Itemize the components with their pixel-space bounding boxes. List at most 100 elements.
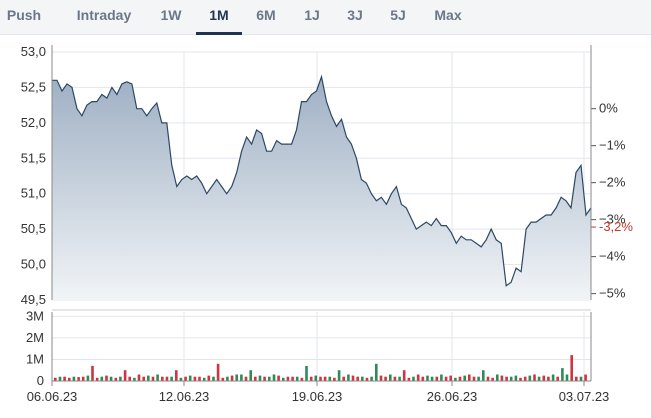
- current-change-label: -3,2%: [599, 219, 633, 234]
- tab-6m[interactable]: 6M: [256, 7, 276, 23]
- volume-bar: [68, 377, 71, 381]
- volume-bar: [561, 368, 564, 381]
- volume-bar: [356, 376, 359, 381]
- volume-bar: [277, 375, 280, 381]
- volume-bar: [547, 376, 550, 381]
- volume-bar: [463, 375, 466, 381]
- volume-bar: [72, 376, 76, 381]
- volume-bar: [226, 376, 229, 381]
- volume-bar: [175, 370, 178, 381]
- volume-bar: [519, 377, 522, 381]
- volume-bar: [440, 374, 443, 381]
- volume-bar: [398, 376, 401, 381]
- volume-bar: [137, 374, 141, 381]
- volume-bar: [272, 374, 276, 381]
- volume-bar: [221, 377, 225, 381]
- volume-bar: [156, 374, 159, 381]
- volume-bar: [458, 376, 462, 381]
- y-tick-label: 52,0: [21, 115, 46, 130]
- volume-bar: [133, 377, 136, 381]
- volume-bar: [351, 375, 355, 381]
- volume-bar: [77, 377, 80, 381]
- volume-bar: [477, 376, 480, 381]
- volume-bar: [389, 374, 392, 381]
- volume-bar: [584, 374, 587, 381]
- x-tick-label: 12.06.23: [159, 389, 210, 404]
- volume-bar: [109, 376, 113, 381]
- y-tick-label: 50,5: [21, 221, 46, 236]
- volume-bar: [235, 374, 238, 381]
- tab-3j[interactable]: 3J: [347, 7, 363, 23]
- volume-bar: [375, 363, 378, 382]
- volume-bar: [454, 377, 457, 381]
- volume-bar: [393, 376, 397, 381]
- pct-tick-label: −4%: [599, 249, 626, 264]
- price-line: [52, 74, 592, 287]
- volume-bar: [509, 376, 513, 381]
- volume-bar: [212, 376, 215, 381]
- x-tick-label: 26.06.23: [427, 389, 478, 404]
- volume-bar: [165, 376, 169, 381]
- tab-1j[interactable]: 1J: [304, 7, 320, 23]
- volume-bar: [528, 375, 532, 381]
- volume-bar: [151, 376, 155, 381]
- volume-bar: [337, 370, 341, 381]
- volume-bar: [468, 374, 471, 381]
- volume-bar: [342, 376, 345, 381]
- volume-tick-label: 0: [37, 373, 44, 388]
- tab-1m[interactable]: 1M: [196, 0, 242, 35]
- volume-bar: [147, 375, 150, 381]
- volume-bar: [188, 375, 192, 381]
- volume-bar: [533, 374, 536, 381]
- volume-bar: [291, 376, 294, 381]
- volume-bar: [170, 376, 173, 381]
- volume-bar: [505, 376, 508, 381]
- volume-bar: [412, 376, 415, 381]
- volume-chart: 3M 2M 1M 006.06.23 12.06.23 19.06.23 26.06.23 0…: [26, 308, 609, 404]
- volume-bar: [575, 376, 578, 381]
- volume-bar: [323, 376, 327, 381]
- volume-bar: [114, 377, 118, 381]
- volume-bar: [556, 376, 559, 381]
- volume-bar: [91, 365, 94, 381]
- volume-bar: [551, 374, 555, 381]
- pct-tick-label: −5%: [599, 286, 626, 301]
- x-tick-label: 03.07.23: [559, 389, 610, 404]
- volume-bar: [305, 365, 308, 381]
- volume-bar: [421, 376, 425, 381]
- price-area: [52, 76, 591, 300]
- volume-bar: [249, 370, 252, 381]
- volume-bar: [579, 376, 583, 381]
- tab-max[interactable]: Max: [434, 7, 462, 23]
- y-tick-label: 52,5: [21, 79, 46, 94]
- volume-bar: [142, 376, 145, 381]
- volume-bar: [282, 377, 285, 381]
- tab-push[interactable]: Push: [6, 7, 42, 23]
- volume-bar: [119, 376, 122, 381]
- volume-bar: [333, 377, 336, 381]
- volume-bar: [491, 377, 494, 381]
- x-tick-label: 06.06.23: [27, 389, 78, 404]
- y-tick-label: 51,0: [21, 186, 46, 201]
- volume-bar: [361, 376, 364, 381]
- tab-5j[interactable]: 5J: [390, 7, 406, 23]
- timeframe-tabs: Push Intraday 1W 1M 6M 1J 3J 5J Max: [0, 0, 651, 35]
- volume-bar: [300, 377, 304, 381]
- tab-intraday[interactable]: Intraday: [76, 7, 132, 23]
- volume-bar: [100, 376, 104, 381]
- volume-bar: [486, 376, 490, 381]
- volume-bar: [244, 376, 248, 381]
- volume-tick-label: 3M: [26, 308, 44, 323]
- volume-bar: [295, 376, 299, 381]
- volume-bar: [123, 370, 127, 381]
- volume-bar: [444, 376, 448, 381]
- volume-bar: [179, 377, 183, 381]
- volume-bar: [407, 377, 411, 381]
- tab-1w[interactable]: 1W: [160, 7, 182, 23]
- volume-bar: [542, 375, 546, 381]
- volume-bar: [193, 376, 197, 381]
- volume-bar: [254, 376, 257, 381]
- volume-bar: [202, 377, 206, 381]
- volume-bar: [496, 374, 499, 381]
